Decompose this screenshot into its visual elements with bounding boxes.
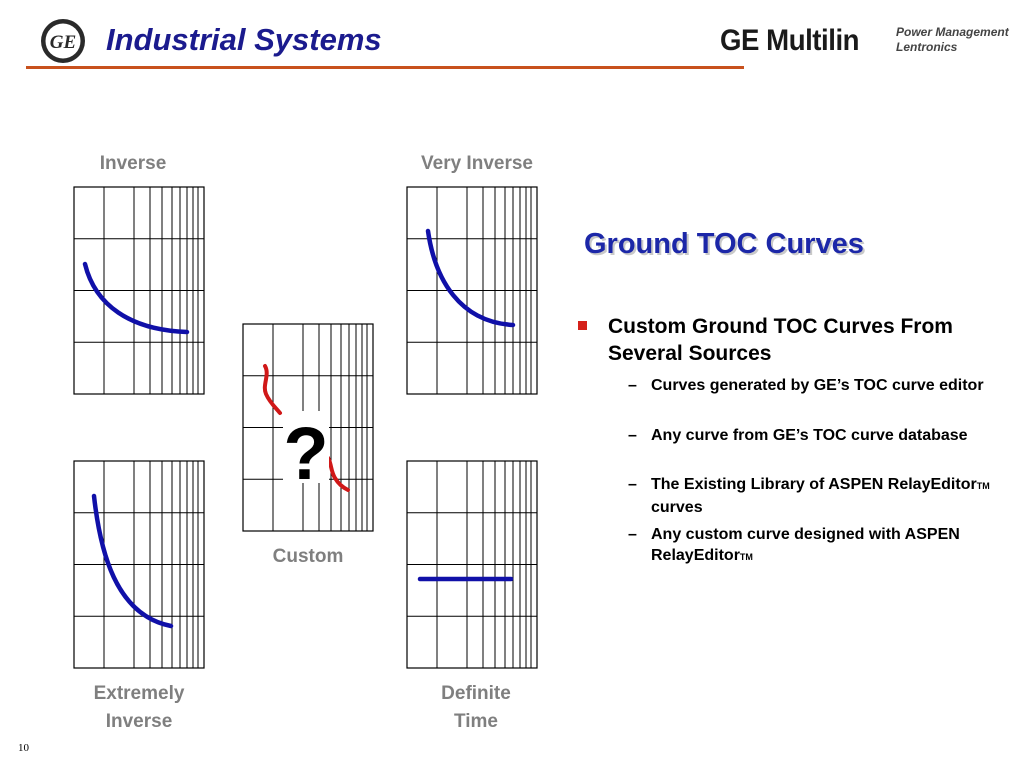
label-extremely-inverse: Extremely Inverse (64, 680, 214, 736)
page-title: Industrial Systems (106, 22, 382, 57)
label-definite-time-line1: Definite (441, 683, 511, 704)
slide-number: 10 (18, 742, 29, 754)
extremely-inverse-grid (73, 460, 205, 669)
extremely-inverse-curve (91, 493, 174, 629)
label-extremely-inverse-line2: Inverse (105, 711, 173, 732)
sub-bullet-3-text: The Existing Library of ASPEN RelayEdito… (651, 476, 977, 493)
dash-3: – (628, 476, 637, 493)
bullet-square-icon (578, 321, 587, 330)
custom-curve-panel: ? (242, 323, 374, 532)
very-inverse-curve-panel (406, 186, 538, 395)
sub-bullet-1: Curves generated by GE’s TOC curve edito… (651, 377, 984, 394)
inverse-curve-panel (73, 186, 205, 395)
definite-time-grid (406, 460, 538, 669)
slide-heading: Ground TOC Curves (584, 228, 864, 260)
custom-curve-lower (324, 453, 350, 492)
label-extremely-inverse-line1: Extremely (93, 683, 185, 704)
label-very-inverse: Very Inverse (421, 153, 533, 174)
sub-bullet-4-text: Any custom curve designed with ASPEN Rel… (651, 526, 960, 564)
main-bullet: Custom Ground TOC Curves From Several So… (608, 315, 953, 365)
trademark-mark: TM (739, 552, 753, 562)
dash-2: – (628, 427, 637, 444)
label-definite-time: Definite Time (401, 680, 551, 736)
custom-curve-upper (262, 364, 282, 415)
sub-bullet-4: Any custom curve designed with ASPEN Rel… (651, 524, 1013, 568)
svg-text:GE: GE (50, 32, 76, 53)
inverse-curve (82, 261, 190, 335)
sub-bullet-3: The Existing Library of ASPEN RelayEdito… (651, 474, 1013, 518)
dash-1: – (628, 377, 637, 394)
sub-bullet-3-tail: curves (651, 499, 703, 516)
label-inverse: Inverse (99, 153, 167, 174)
label-definite-time-line2: Time (453, 711, 498, 732)
custom-question-mark: ? (283, 412, 328, 495)
brand-name: GE Multilin (720, 24, 860, 57)
extremely-inverse-curve-panel (73, 460, 205, 669)
header-divider (26, 66, 744, 69)
question-mark-backdrop (283, 411, 329, 483)
sub-bullet-2: Any curve from GE’s TOC curve database (651, 427, 968, 444)
trademark-mark: TM (976, 481, 990, 491)
very-inverse-curve (425, 228, 516, 328)
ge-logo-icon: GE (41, 19, 85, 63)
definite-time-curve-panel (406, 460, 538, 669)
dash-4: – (628, 526, 637, 543)
brand-subtitle-2: Lentronics (896, 40, 958, 54)
inverse-grid (73, 186, 205, 395)
label-custom: Custom (272, 546, 344, 567)
brand-subtitle-1: Power Management (896, 25, 1009, 39)
very-inverse-grid (406, 186, 538, 395)
